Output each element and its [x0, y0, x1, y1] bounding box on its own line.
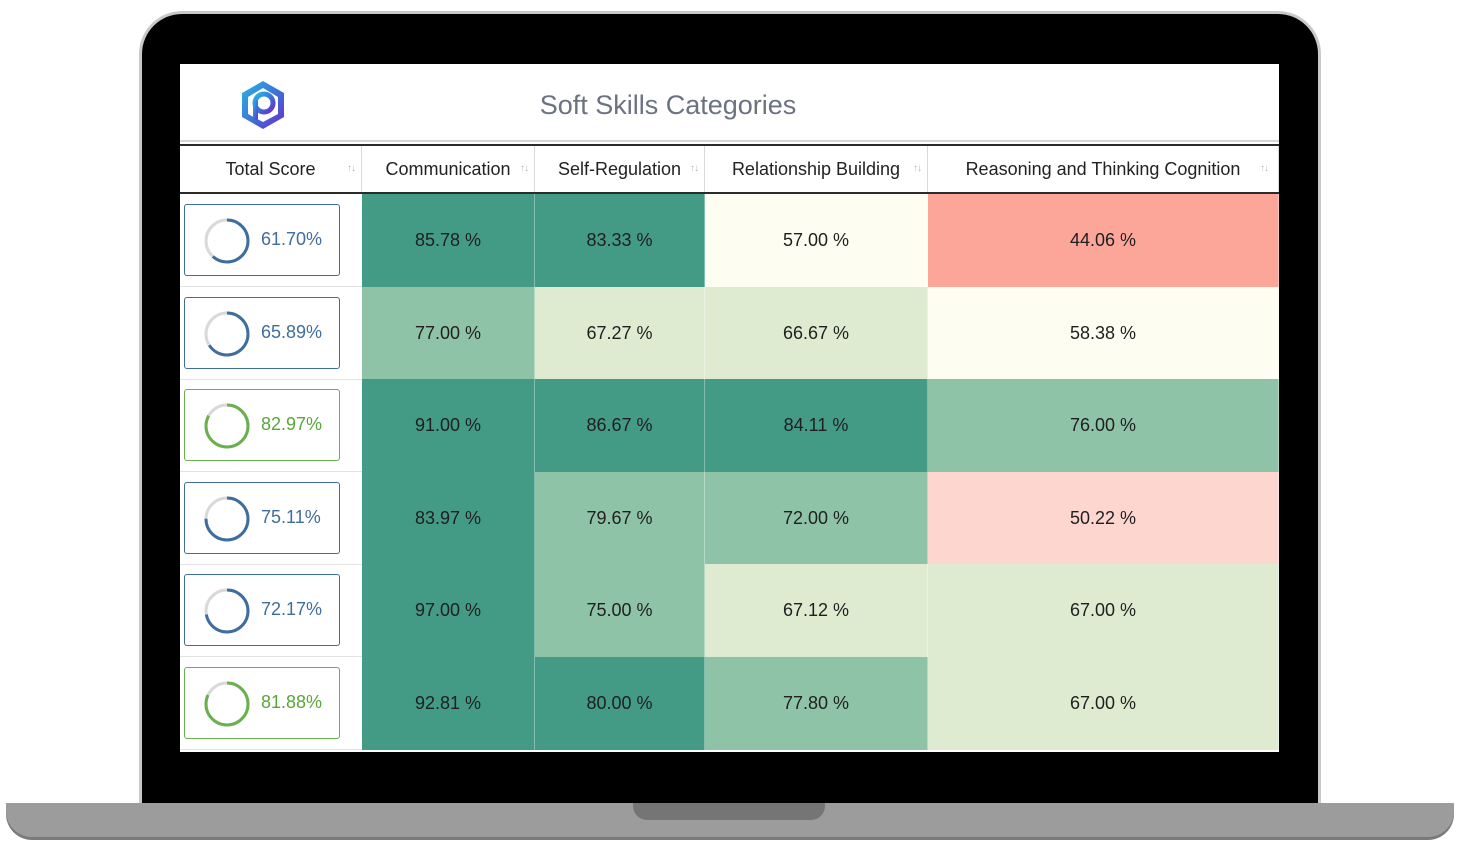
col-header-self-regulation[interactable]: Self-Regulation ↑↓ — [535, 146, 705, 192]
score-progress-ring — [204, 588, 250, 634]
relationship-building-cell: 57.00 % — [705, 194, 928, 287]
reasoning-cell: 58.38 % — [928, 286, 1279, 380]
score-progress-ring — [204, 403, 250, 449]
header-bar: Soft Skills Categories — [180, 64, 1279, 142]
total-score-cell: 61.70% — [180, 194, 362, 287]
ring-progress-arc — [204, 311, 250, 357]
column-label: Total Score — [225, 159, 316, 179]
reasoning-cell: 50.22 % — [928, 471, 1279, 565]
reasoning-cell: 67.00 % — [928, 564, 1279, 658]
relationship-building-cell: 72.00 % — [705, 471, 928, 565]
table-header-row: Total Score ↑↓ Communication ↑↓ Self-Regulat… — [180, 144, 1279, 194]
total-score-value: 81.88% — [261, 692, 323, 712]
table-row: 75.11% 83.97 % 79.67 % 72.00 % 50.22 % — [180, 471, 1279, 565]
sort-arrows-icon[interactable]: ↑↓ — [520, 163, 529, 174]
ring-progress-arc — [204, 588, 250, 634]
score-progress-ring — [204, 218, 250, 264]
self-regulation-cell: 67.27 % — [535, 286, 705, 380]
ring-progress-arc — [204, 403, 250, 449]
col-header-communication[interactable]: Communication ↑↓ — [362, 146, 535, 192]
total-score-cell: 82.97% — [180, 379, 362, 473]
sort-arrows-icon[interactable]: ↑↓ — [1260, 163, 1269, 174]
col-header-total-score[interactable]: Total Score ↑↓ — [180, 146, 362, 192]
laptop-notch — [633, 803, 825, 820]
communication-cell: 97.00 % — [362, 564, 535, 658]
communication-cell: 91.00 % — [362, 379, 535, 473]
table-row: 72.17% 97.00 % 75.00 % 67.12 % 67.00 % — [180, 564, 1279, 658]
reasoning-cell: 44.06 % — [928, 194, 1279, 287]
app-screen: Soft Skills Categories Total Score ↑↓ Comm… — [180, 64, 1279, 752]
total-score-cell: 72.17% — [180, 564, 362, 658]
score-progress-ring — [204, 681, 250, 727]
total-score-value: 65.89% — [261, 321, 323, 342]
column-label: Relationship Building — [731, 159, 901, 179]
column-label: Self-Regulation — [557, 159, 682, 179]
sort-arrows-icon[interactable]: ↑↓ — [690, 163, 699, 174]
col-header-reasoning[interactable]: Reasoning and Thinking Cognition ↑↓ — [928, 146, 1279, 192]
page-title: Soft Skills Categories — [539, 90, 797, 120]
self-regulation-cell: 79.67 % — [535, 471, 705, 565]
total-score-card[interactable]: 65.89% — [184, 296, 340, 369]
table-row: 65.89% 77.00 % 67.27 % 66.67 % 58.38 % — [180, 286, 1279, 380]
total-score-card[interactable]: 72.17% — [184, 574, 340, 647]
total-score-card[interactable]: 75.11% — [184, 481, 340, 554]
brand-logo-icon — [242, 81, 284, 129]
communication-cell: 83.97 % — [362, 471, 535, 565]
self-regulation-cell: 83.33 % — [535, 194, 705, 287]
total-score-value: 82.97% — [261, 414, 323, 435]
communication-cell: 85.78 % — [362, 194, 535, 287]
ring-progress-arc — [204, 681, 250, 727]
total-score-cell: 75.11% — [180, 472, 362, 565]
self-regulation-cell: 75.00 % — [535, 564, 705, 658]
self-regulation-cell: 80.00 % — [535, 657, 705, 750]
ring-progress-arc — [204, 218, 250, 264]
total-score-cell: 81.88% — [180, 657, 362, 750]
ring-progress-arc — [204, 496, 250, 542]
reasoning-cell: 76.00 % — [928, 379, 1279, 473]
total-score-card[interactable]: 82.97% — [184, 389, 340, 462]
relationship-building-cell: 66.67 % — [705, 286, 928, 380]
total-score-card[interactable]: 61.70% — [184, 204, 340, 276]
relationship-building-cell: 77.80 % — [705, 657, 928, 750]
communication-cell: 77.00 % — [362, 286, 535, 380]
total-score-value: 75.11% — [261, 506, 321, 527]
column-label: Reasoning and Thinking Cognition — [965, 159, 1241, 179]
total-score-value: 61.70% — [261, 229, 323, 249]
communication-cell: 92.81 % — [362, 657, 535, 750]
reasoning-cell: 67.00 % — [928, 657, 1279, 750]
table-row: 81.88% 92.81 % 80.00 % 77.80 % 67.00 % — [180, 657, 1279, 750]
total-score-cell: 65.89% — [180, 287, 362, 380]
self-regulation-cell: 86.67 % — [535, 379, 705, 473]
score-progress-ring — [204, 496, 250, 542]
col-header-relationship-building[interactable]: Relationship Building ↑↓ — [705, 146, 928, 192]
relationship-building-cell: 67.12 % — [705, 564, 928, 658]
sort-arrows-icon[interactable]: ↑↓ — [347, 163, 356, 174]
score-progress-ring — [204, 311, 250, 357]
sort-arrows-icon[interactable]: ↑↓ — [913, 163, 922, 174]
table-row: 61.70% 85.78 % 83.33 % 57.00 % 44.06 % — [180, 194, 1279, 287]
relationship-building-cell: 84.11 % — [705, 379, 928, 473]
total-score-value: 72.17% — [261, 599, 323, 620]
total-score-card[interactable]: 81.88% — [184, 667, 340, 739]
table-row: 82.97% 91.00 % 86.67 % 84.11 % 76.00 % — [180, 379, 1279, 473]
column-label: Communication — [385, 159, 511, 179]
